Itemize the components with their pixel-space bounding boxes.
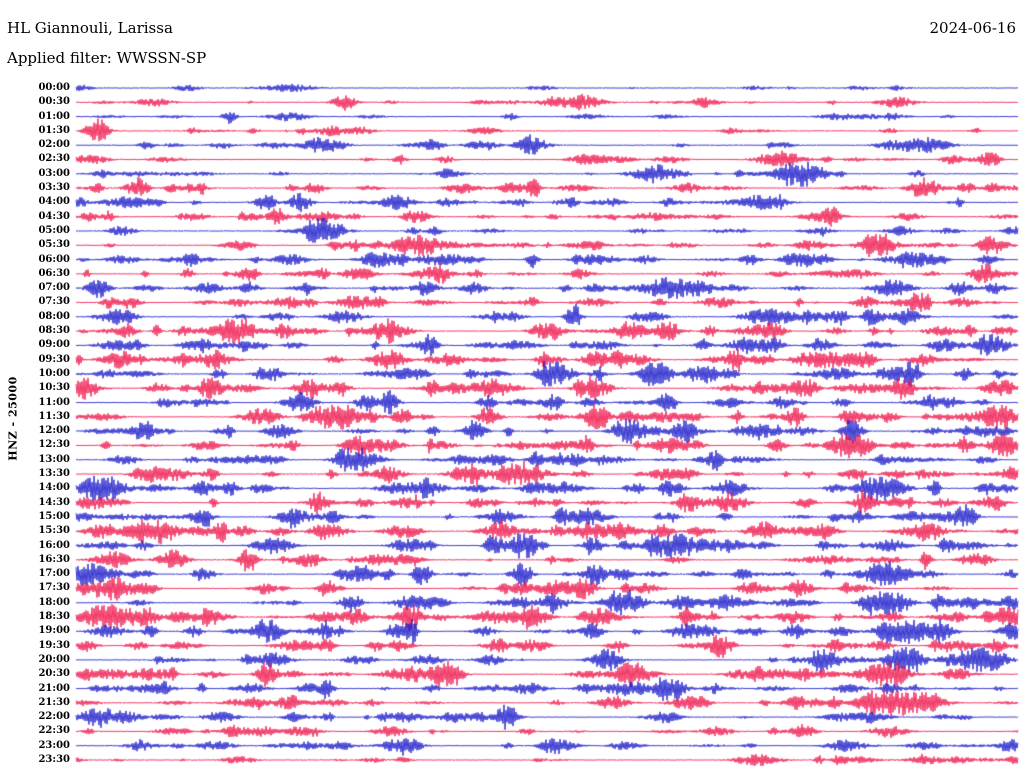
time-label: 02:00 (38, 139, 70, 151)
time-label: 14:00 (38, 482, 70, 494)
time-label: 06:30 (38, 267, 70, 279)
time-label: 06:00 (38, 253, 70, 265)
time-label: 08:00 (38, 310, 70, 322)
time-label: 16:30 (38, 553, 70, 565)
time-label: 04:30 (38, 210, 70, 222)
time-label: 09:00 (38, 339, 70, 351)
time-label: 19:30 (38, 639, 70, 651)
time-label: 20:30 (38, 668, 70, 680)
time-label: 10:30 (38, 382, 70, 394)
time-label: 01:00 (38, 110, 70, 122)
time-label: 07:00 (38, 282, 70, 294)
time-label: 18:30 (38, 611, 70, 623)
time-label: 11:00 (38, 396, 70, 408)
time-label: 22:00 (38, 711, 70, 723)
time-label: 01:30 (38, 124, 70, 136)
time-label: 23:00 (38, 739, 70, 751)
time-label: 12:00 (38, 425, 70, 437)
time-label: 08:30 (38, 325, 70, 337)
time-label: 17:00 (38, 568, 70, 580)
time-label: 22:30 (38, 725, 70, 737)
time-label: 23:30 (38, 754, 70, 765)
time-label: 09:30 (38, 353, 70, 365)
time-label: 00:00 (38, 82, 70, 93)
time-label: 18:00 (38, 596, 70, 608)
time-label: 03:30 (38, 182, 70, 194)
time-label: 15:00 (38, 510, 70, 522)
time-label: 04:00 (38, 196, 70, 208)
time-label: 12:30 (38, 439, 70, 451)
time-label: 02:30 (38, 153, 70, 165)
time-label: 14:30 (38, 496, 70, 508)
time-label: 03:00 (38, 167, 70, 179)
time-label: 05:30 (38, 239, 70, 251)
time-label: 15:30 (38, 525, 70, 537)
time-label: 13:00 (38, 453, 70, 465)
time-label: 13:30 (38, 468, 70, 480)
time-label: 21:00 (38, 682, 70, 694)
time-label: 20:00 (38, 653, 70, 665)
time-label: 10:00 (38, 367, 70, 379)
time-label: 11:30 (38, 410, 70, 422)
time-label: 05:00 (38, 224, 70, 236)
time-label: 00:30 (38, 96, 70, 108)
time-label: 07:30 (38, 296, 70, 308)
time-label: 21:30 (38, 696, 70, 708)
time-label: 16:00 (38, 539, 70, 551)
time-label: 17:30 (38, 582, 70, 594)
time-label: 19:00 (38, 625, 70, 637)
